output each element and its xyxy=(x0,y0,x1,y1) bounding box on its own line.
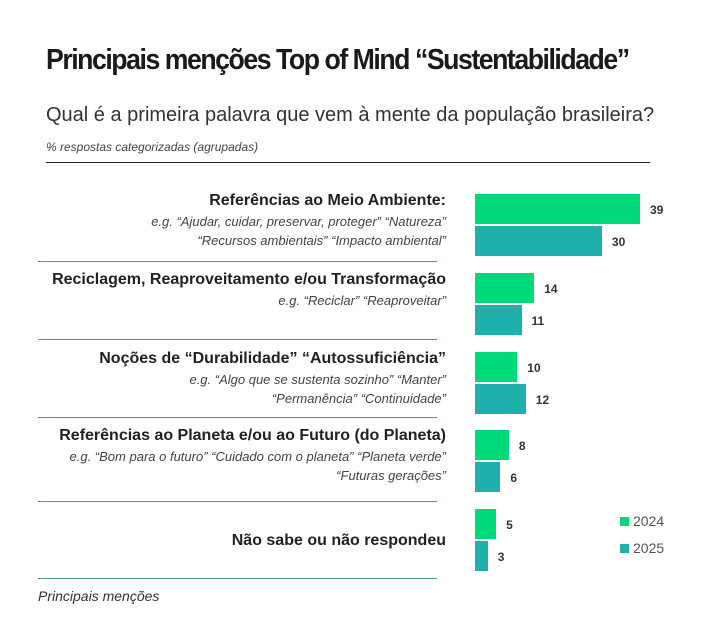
legend-swatch xyxy=(620,544,629,553)
bar-2025 xyxy=(475,226,602,256)
chart-note: % respostas categorizadas (agrupadas) xyxy=(46,140,259,154)
bar-2024 xyxy=(475,430,509,460)
divider xyxy=(38,501,437,502)
bar-2025 xyxy=(475,541,488,571)
category-examples: e.g. “Bom para o futuro” “Cuidado com o … xyxy=(69,449,446,483)
category-label: Reciclagem, Reaproveitamento e/ou Transf… xyxy=(26,269,446,310)
data-label: 30 xyxy=(611,235,626,249)
data-label: 8 xyxy=(518,439,526,453)
data-label: 11 xyxy=(531,314,545,328)
category-examples: e.g. “Ajudar, cuidar, preservar, protege… xyxy=(151,214,446,229)
category-examples: “Recursos ambientais” “Impacto ambiental… xyxy=(197,233,446,248)
category-label: Referências ao Meio Ambiente: e.g. “Ajuda… xyxy=(26,190,446,250)
bar-2025 xyxy=(475,305,522,335)
divider xyxy=(38,578,437,579)
category-heading: Referências ao Meio Ambiente: xyxy=(209,192,446,209)
chart-title: Principais menções Top of Mind “Sustenta… xyxy=(46,44,630,76)
category-heading: Referências ao Planeta e/ou ao Futuro (d… xyxy=(59,427,446,444)
bar-2024 xyxy=(475,352,518,382)
bar-2025 xyxy=(475,462,501,492)
legend-label: 2025 xyxy=(633,540,665,556)
legend-item: 2024 xyxy=(620,513,664,529)
bar-2025 xyxy=(475,384,526,414)
category-heading: Noções de “Durabilidade” “Autossuficiênc… xyxy=(99,350,446,367)
data-label: 39 xyxy=(650,203,664,217)
bar-2024 xyxy=(475,509,497,539)
category-label: Referências ao Planeta e/ou ao Futuro (d… xyxy=(26,425,446,485)
legend-item: 2025 xyxy=(620,540,664,556)
data-label: 3 xyxy=(497,550,505,564)
category-heading: Reciclagem, Reaproveitamento e/ou Transf… xyxy=(52,271,446,288)
bar-2024 xyxy=(475,273,535,303)
footer: Principais menções xyxy=(38,588,160,604)
category-heading: Não sabe ou não respondeu xyxy=(231,532,446,549)
data-label: 6 xyxy=(510,471,518,485)
category-examples: e.g. “Algo que se sustenta sozinho” “Man… xyxy=(189,372,446,387)
data-label: 14 xyxy=(544,282,558,296)
legend-label: 2024 xyxy=(633,513,665,529)
divider xyxy=(38,261,437,262)
category-examples: “Permanência” “Continuidade” xyxy=(271,391,446,406)
category-examples: e.g. “Reciclar” “Reaproveitar” xyxy=(278,293,446,308)
legend-swatch xyxy=(620,517,629,526)
data-label: 12 xyxy=(535,393,550,407)
top-rule xyxy=(46,162,650,163)
data-label: 5 xyxy=(506,518,513,532)
divider xyxy=(38,417,437,418)
category-label: Não sabe ou não respondeu xyxy=(26,530,446,552)
category-label: Noções de “Durabilidade” “Autossuficiênc… xyxy=(26,348,446,408)
divider xyxy=(38,339,437,340)
data-label: 10 xyxy=(527,361,541,375)
bar-2024 xyxy=(475,194,640,224)
chart-subtitle: Qual é a primeira palavra que vem à ment… xyxy=(46,104,655,126)
